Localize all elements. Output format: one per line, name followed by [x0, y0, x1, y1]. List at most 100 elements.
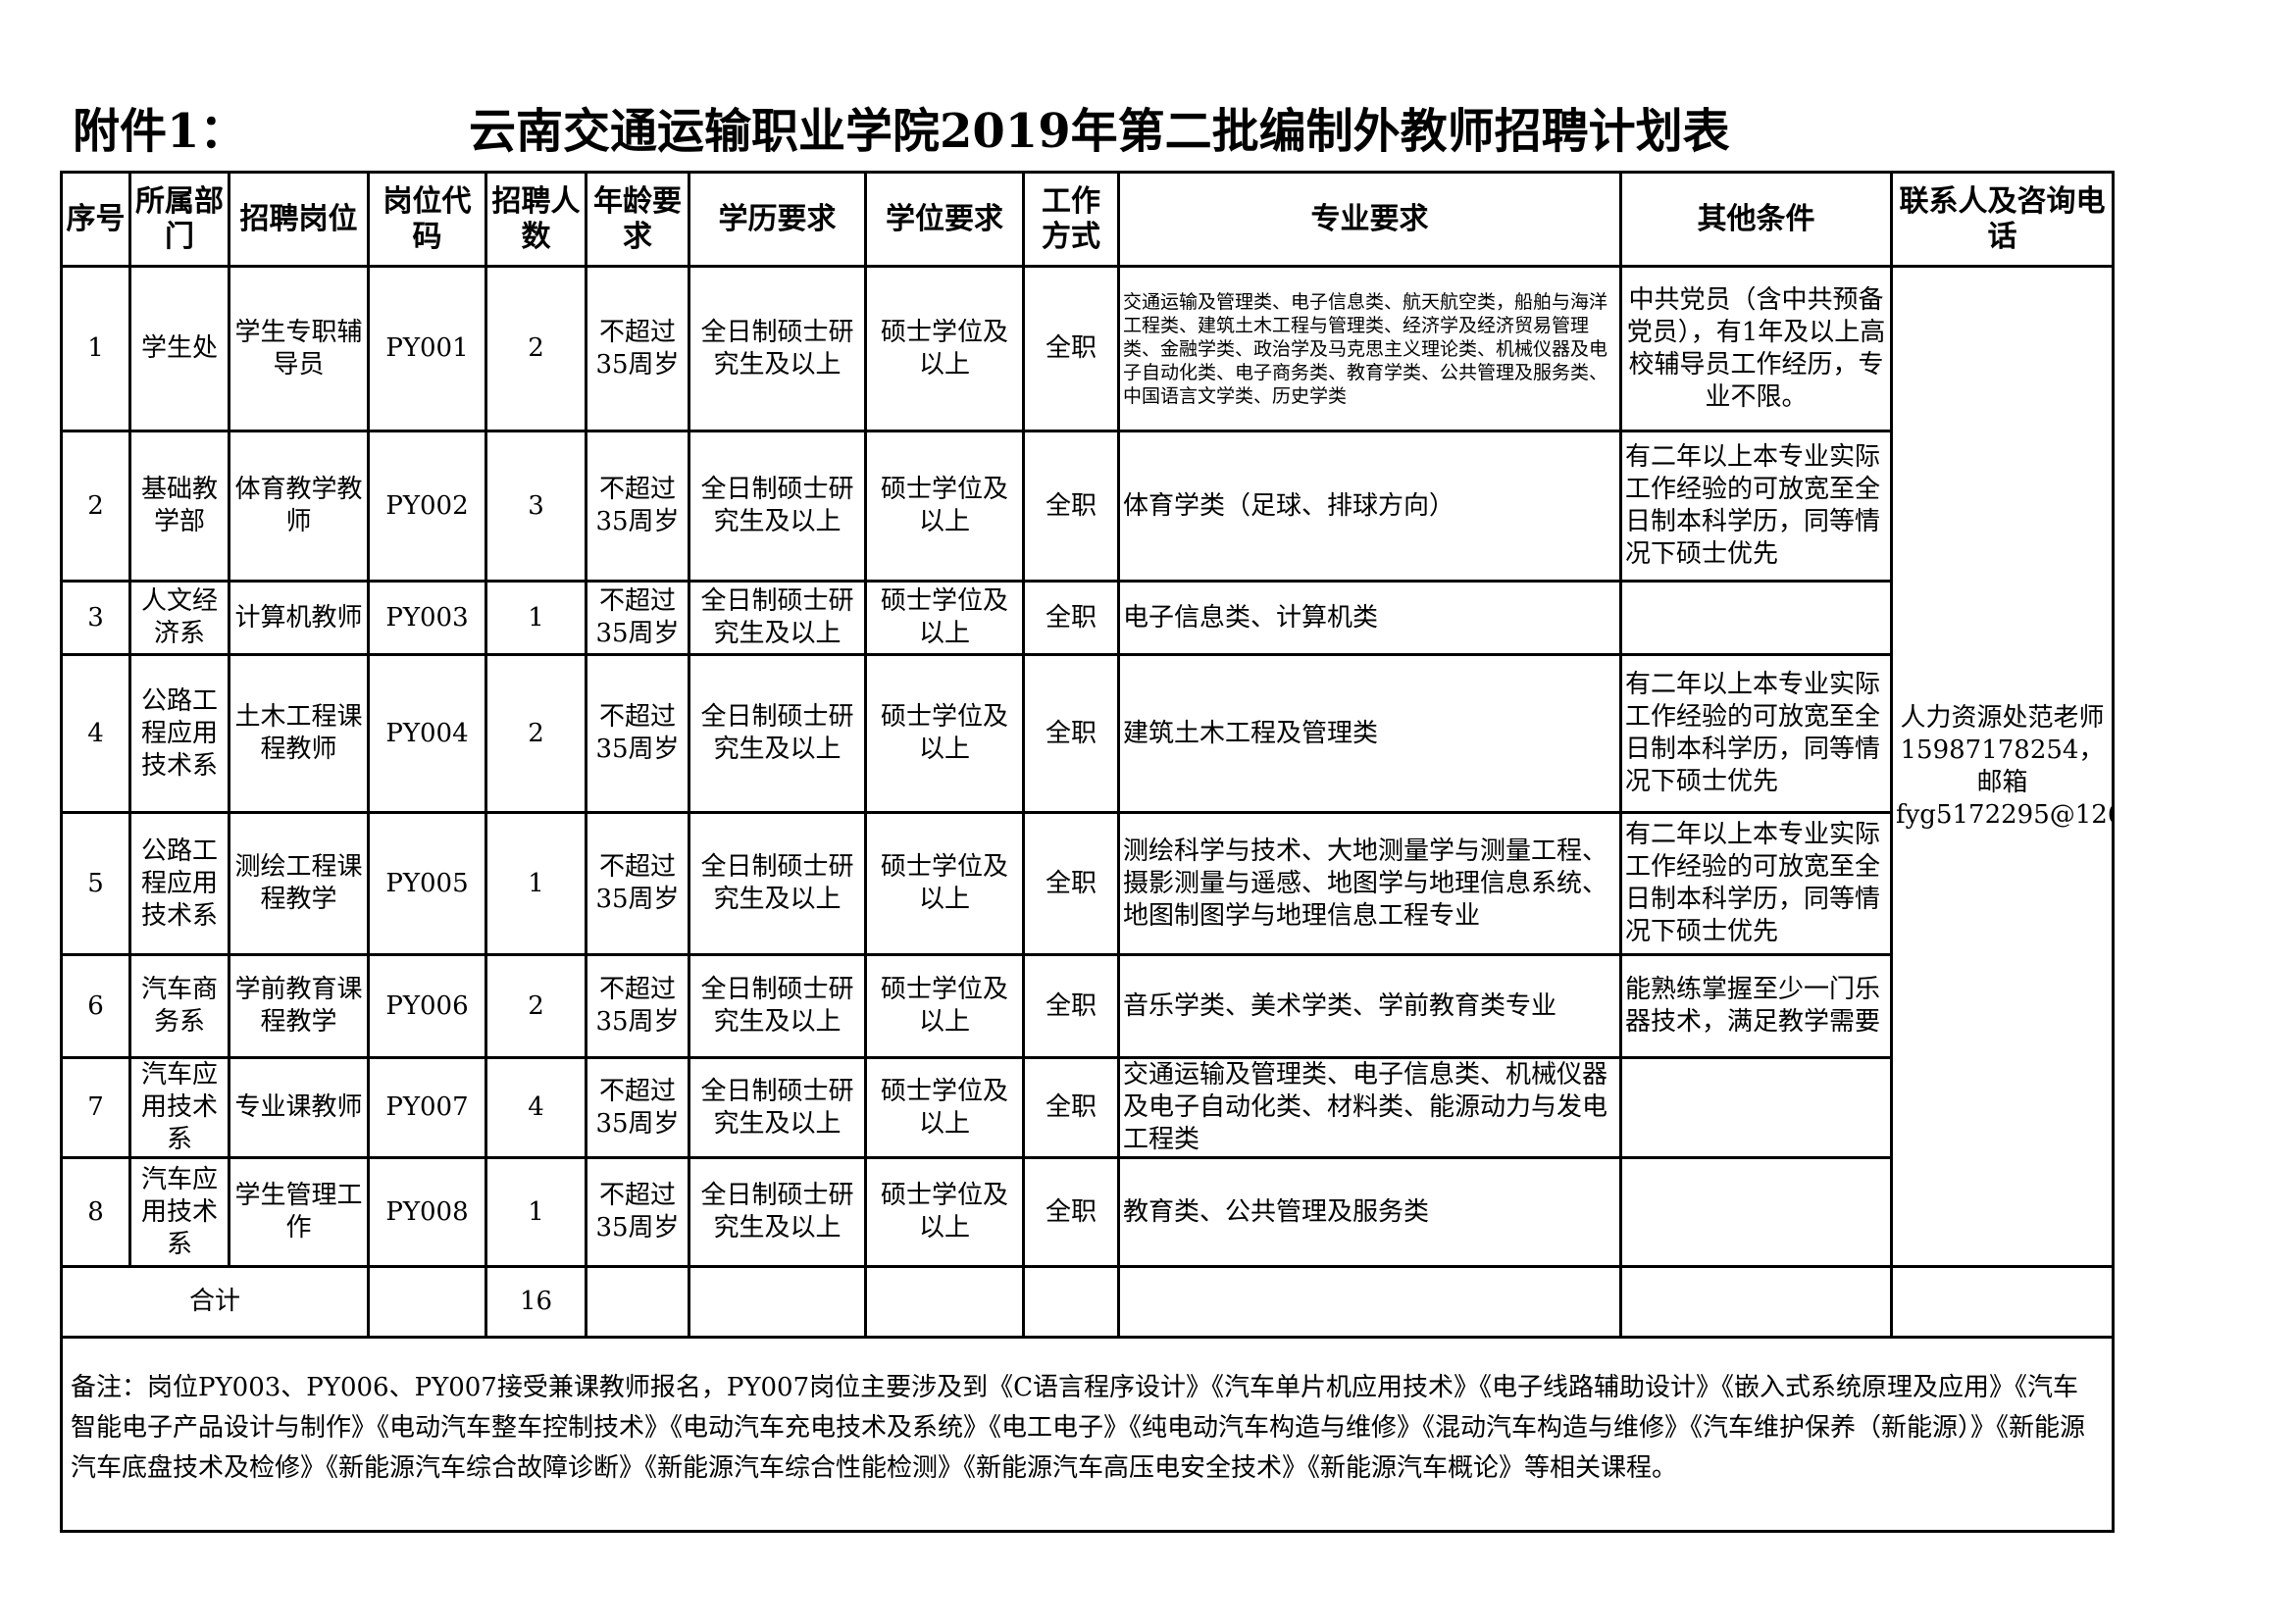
cell-age: 不超过35周岁: [585, 265, 690, 432]
cell-post: 计算机教师: [228, 580, 370, 656]
cell-count: 4: [485, 1056, 587, 1159]
recruitment-plan-table: 序号 所属部门 招聘岗位 岗位代码 招聘人数 年龄要求 学历要求 学位要求 工作方式 专业要求 其他…: [60, 171, 2115, 1533]
total-cell-empty: [585, 1265, 690, 1339]
cell-dept: 汽车商务系: [128, 953, 230, 1059]
cell-age: 不超过35周岁: [585, 1056, 690, 1159]
note-row: 备注：岗位PY003、PY006、PY007接受兼课教师报名，PY007岗位主要…: [60, 1336, 2115, 1533]
header-col-degree: 学位要求: [864, 171, 1025, 268]
cell-degree: 硕士学位及以上: [864, 1056, 1025, 1159]
cell-code: PY007: [367, 1056, 487, 1159]
cell-major: 交通运输及管理类、电子信息类、航天航空类，船舶与海洋工程类、建筑土木工程与管理类…: [1117, 265, 1622, 432]
total-cell-empty: [688, 1265, 867, 1339]
cell-degree: 硕士学位及以上: [864, 430, 1025, 583]
cell-post: 专业课教师: [228, 1056, 370, 1159]
cell-other: [1619, 580, 1893, 656]
header-col-age: 年龄要求: [585, 171, 690, 268]
cell-dept: 学生处: [128, 265, 230, 432]
cell-contact: 人力资源处范老师15987178254，邮箱fyg5172295@126.com: [1890, 265, 2115, 1268]
cell-mode: 全职: [1022, 580, 1120, 656]
cell-count: 2: [485, 953, 587, 1059]
header-col-edu: 学历要求: [688, 171, 867, 268]
header-col-dept: 所属部门: [128, 171, 230, 268]
cell-degree: 硕士学位及以上: [864, 580, 1025, 656]
total-count: 16: [485, 1265, 587, 1339]
total-row: 合计 16: [60, 1265, 2115, 1339]
table-row: 4 公路工程应用技术系 土木工程课程教师 PY004 2 不超过35周岁 全日制硕士研究生及…: [60, 653, 2114, 814]
cell-no: 5: [60, 811, 131, 956]
cell-code: PY003: [367, 580, 487, 656]
cell-edu: 全日制硕士研究生及以上: [688, 1056, 867, 1159]
cell-edu: 全日制硕士研究生及以上: [688, 1156, 867, 1268]
cell-post: 学前教育课程教学: [228, 953, 370, 1059]
cell-dept: 汽车应用技术系: [128, 1156, 230, 1268]
cell-dept: 汽车应用技术系: [128, 1056, 230, 1159]
cell-other: [1619, 1156, 1893, 1268]
cell-age: 不超过35周岁: [585, 430, 690, 583]
table-row: 6 汽车商务系 学前教育课程教学 PY006 2 不超过35周岁 全日制硕士研究生及以上 硕士…: [60, 953, 2114, 1059]
table-header-row: 序号 所属部门 招聘岗位 岗位代码 招聘人数 年龄要求 学历要求 学位要求 工作方式 专业要求 其他…: [60, 171, 2115, 268]
cell-age: 不超过35周岁: [585, 811, 690, 956]
header-col-no: 序号: [60, 171, 131, 268]
cell-age: 不超过35周岁: [585, 1156, 690, 1268]
cell-no: 1: [60, 265, 131, 432]
cell-post: 学生专职辅导员: [228, 265, 370, 432]
cell-count: 1: [485, 580, 587, 656]
total-label: 合计: [60, 1265, 370, 1339]
cell-degree: 硕士学位及以上: [864, 953, 1025, 1059]
header-col-contact: 联系人及咨询电话: [1890, 171, 2115, 268]
cell-age: 不超过35周岁: [585, 580, 690, 656]
cell-mode: 全职: [1022, 653, 1120, 814]
document-title: 云南交通运输职业学院2019年第二批编制外教师招聘计划表: [469, 104, 1730, 159]
header-col-code: 岗位代码: [367, 171, 487, 268]
cell-edu: 全日制硕士研究生及以上: [688, 265, 867, 432]
cell-other: 有二年以上本专业实际工作经验的可放宽至全日制本科学历，同等情况下硕士优先: [1619, 653, 1893, 814]
cell-degree: 硕士学位及以上: [864, 1156, 1025, 1268]
cell-dept: 人文经济系: [128, 580, 230, 656]
cell-no: 7: [60, 1056, 131, 1159]
cell-other: 中共党员（含中共预备党员），有1年及以上高校辅导员工作经历，专业不限。: [1619, 265, 1893, 432]
header-col-major: 专业要求: [1117, 171, 1622, 268]
cell-count: 2: [485, 653, 587, 814]
cell-mode: 全职: [1022, 430, 1120, 583]
table-row: 3 人文经济系 计算机教师 PY003 1 不超过35周岁 全日制硕士研究生及以上 硕士学位及…: [60, 580, 2114, 656]
cell-mode: 全职: [1022, 953, 1120, 1059]
cell-dept: 公路工程应用技术系: [128, 653, 230, 814]
cell-no: 3: [60, 580, 131, 656]
cell-major: 体育学类（足球、排球方向）: [1117, 430, 1622, 583]
total-cell-empty: [864, 1265, 1025, 1339]
cell-no: 6: [60, 953, 131, 1059]
table-row: 2 基础教学部 体育教学教师 PY002 3 不超过35周岁 全日制硕士研究生及以上 硕士学位…: [60, 430, 2114, 583]
cell-mode: 全职: [1022, 265, 1120, 432]
cell-count: 1: [485, 811, 587, 956]
cell-mode: 全职: [1022, 811, 1120, 956]
cell-code: PY006: [367, 953, 487, 1059]
header-col-other: 其他条件: [1619, 171, 1893, 268]
attachment-label: 附件1：: [73, 104, 247, 159]
cell-count: 1: [485, 1156, 587, 1268]
cell-edu: 全日制硕士研究生及以上: [688, 811, 867, 956]
remarks-note: 备注：岗位PY003、PY006、PY007接受兼课教师报名，PY007岗位主要…: [60, 1336, 2115, 1533]
cell-no: 2: [60, 430, 131, 583]
total-cell-empty: [1022, 1265, 1120, 1339]
cell-major: 音乐学类、美术学类、学前教育类专业: [1117, 953, 1622, 1059]
cell-dept: 公路工程应用技术系: [128, 811, 230, 956]
cell-degree: 硕士学位及以上: [864, 653, 1025, 814]
cell-post: 测绘工程课程教学: [228, 811, 370, 956]
cell-major: 教育类、公共管理及服务类: [1117, 1156, 1622, 1268]
cell-major: 测绘科学与技术、大地测量学与测量工程、摄影测量与遥感、地图学与地理信息系统、地图…: [1117, 811, 1622, 956]
total-cell-empty: [1117, 1265, 1622, 1339]
cell-code: PY001: [367, 265, 487, 432]
header-col-count: 招聘人数: [485, 171, 587, 268]
total-cell-empty: [1890, 1265, 2115, 1339]
cell-edu: 全日制硕士研究生及以上: [688, 580, 867, 656]
cell-other: 能熟练掌握至少一门乐器技术，满足教学需要: [1619, 953, 1893, 1059]
cell-major: 交通运输及管理类、电子信息类、机械仪器及电子自动化类、材料类、能源动力与发电工程…: [1117, 1056, 1622, 1159]
cell-degree: 硕士学位及以上: [864, 811, 1025, 956]
cell-other: 有二年以上本专业实际工作经验的可放宽至全日制本科学历，同等情况下硕士优先: [1619, 430, 1893, 583]
cell-post: 土木工程课程教师: [228, 653, 370, 814]
cell-age: 不超过35周岁: [585, 953, 690, 1059]
cell-age: 不超过35周岁: [585, 653, 690, 814]
table-row: 8 汽车应用技术系 学生管理工作 PY008 1 不超过35周岁 全日制硕士研究生及以上 硕士…: [60, 1156, 2114, 1268]
cell-count: 2: [485, 265, 587, 432]
cell-count: 3: [485, 430, 587, 583]
